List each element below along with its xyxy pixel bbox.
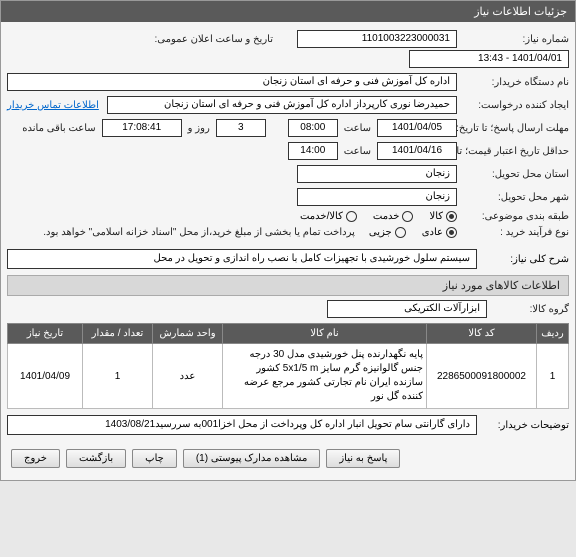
creator-value: حمیدرضا نوری کارپرداز اداره کل آموزش فنی…	[107, 96, 457, 114]
items-section-title: اطلاعات کالاهای مورد نیاز	[7, 275, 569, 296]
radio-icon	[402, 211, 413, 222]
attachments-button[interactable]: مشاهده مدارک پیوستی (1)	[183, 449, 321, 468]
req-no-value: 1101003223000031	[297, 30, 457, 48]
cell-index: 1	[537, 344, 569, 409]
deliver-loc-value: زنجان	[297, 188, 457, 206]
exit-button[interactable]: خروج	[11, 449, 60, 468]
deadline-date: 1401/04/05	[377, 119, 457, 137]
table-row: 1 2286500091800002 پایه نگهدارنده پنل خو…	[8, 344, 569, 409]
need-loc-value: زنجان	[297, 165, 457, 183]
time-label-2: ساعت	[340, 146, 375, 157]
req-no-label: شماره نیاز:	[459, 34, 569, 45]
time-label-1: ساعت	[340, 123, 375, 134]
cell-date: 1401/04/09	[8, 344, 83, 409]
buyer-notes-label: توضیحات خریدار:	[479, 420, 569, 431]
validity-time: 14:00	[288, 142, 338, 160]
cell-name: پایه نگهدارنده پنل خورشیدی مدل 30 درجه ج…	[223, 344, 427, 409]
need-loc-label: استان محل تحویل:	[459, 169, 569, 180]
th-index: ردیف	[537, 324, 569, 344]
main-desc-label: شرح کلی نیاز:	[479, 254, 569, 265]
purchase-radio-group: عادی جزیی	[369, 227, 457, 238]
class-option-2[interactable]: خدمت	[373, 211, 414, 222]
day-label: روز و	[184, 123, 214, 134]
items-table: ردیف کد کالا نام کالا واحد شمارش تعداد /…	[7, 323, 569, 409]
group-value: ابزارآلات الکتریکی	[327, 300, 487, 318]
purchase-option-1[interactable]: عادی	[422, 227, 457, 238]
announce-value: 1401/04/01 - 13:43	[409, 50, 569, 68]
days-value: 3	[216, 119, 266, 137]
back-button[interactable]: بازگشت	[66, 449, 126, 468]
creator-label: ایجاد کننده درخواست:	[459, 100, 569, 111]
validity-label: حداقل تاریخ اعتبار قیمت؛ تا تاریخ:	[459, 146, 569, 157]
payment-note: پرداخت تمام یا بخشی از مبلغ خرید،از محل …	[43, 227, 355, 238]
buyer-label: نام دستگاه خریدار:	[459, 77, 569, 88]
cell-qty: 1	[83, 344, 153, 409]
class-option-1[interactable]: کالا	[429, 211, 457, 222]
class-option-3[interactable]: کالا/خدمت	[300, 211, 357, 222]
radio-icon	[346, 211, 357, 222]
cell-unit: عدد	[153, 344, 223, 409]
radio-icon	[446, 211, 457, 222]
announce-label: تاریخ و ساعت اعلان عمومی:	[151, 34, 278, 45]
th-date: تاریخ نیاز	[8, 324, 83, 344]
radio-icon	[395, 227, 406, 238]
contact-link[interactable]: اطلاعات تماس خریدار	[7, 100, 99, 111]
radio-icon	[446, 227, 457, 238]
th-code: کد کالا	[427, 324, 537, 344]
th-name: نام کالا	[223, 324, 427, 344]
deliver-loc-label: شهر محل تحویل:	[459, 192, 569, 203]
buyer-notes-value: دارای گارانتی سام تحویل انبار اداره کل و…	[7, 415, 477, 435]
panel-header: جزئیات اطلاعات نیاز	[1, 1, 575, 22]
main-desc-value: سیستم سلول خورشیدی با تجهیزات کامل با نص…	[7, 249, 477, 269]
button-row: پاسخ به نیاز مشاهده مدارک پیوستی (1) چاپ…	[7, 445, 569, 472]
purchase-option-2[interactable]: جزیی	[369, 227, 406, 238]
validity-date: 1401/04/16	[377, 142, 457, 160]
deadline-label: مهلت ارسال پاسخ؛ تا تاریخ:	[459, 123, 569, 134]
print-button[interactable]: چاپ	[132, 449, 177, 468]
deadline-time: 08:00	[288, 119, 338, 137]
class-label: طبقه بندی موضوعی:	[459, 211, 569, 222]
class-radio-group: کالا خدمت کالا/خدمت	[300, 211, 457, 222]
purchase-type-label: نوع فرآیند خرید :	[459, 227, 569, 238]
remaining-label: ساعت باقی مانده	[18, 123, 99, 134]
buyer-value: اداره کل آموزش فنی و حرفه ای استان زنجان	[7, 73, 457, 91]
cell-code: 2286500091800002	[427, 344, 537, 409]
countdown: 17:08:41	[102, 119, 182, 137]
th-unit: واحد شمارش	[153, 324, 223, 344]
group-label: گروه کالا:	[489, 304, 569, 315]
th-qty: تعداد / مقدار	[83, 324, 153, 344]
reply-button[interactable]: پاسخ به نیاز	[326, 449, 400, 468]
